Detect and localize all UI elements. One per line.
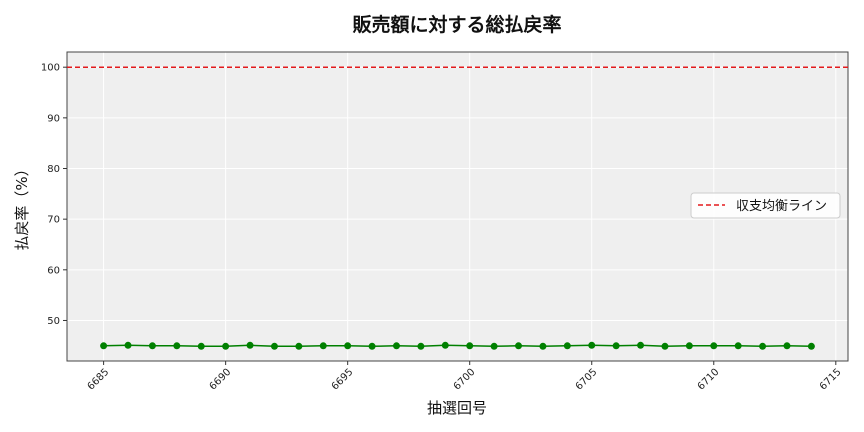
data-point (807, 342, 815, 350)
y-axis-ticks: 50 60 70 80 90 100 (41, 63, 67, 327)
data-point (173, 342, 181, 350)
data-point (612, 342, 620, 350)
data-point (441, 341, 449, 349)
data-point (466, 342, 474, 350)
y-tick-label: 80 (47, 164, 60, 175)
y-tick-label: 90 (47, 113, 60, 124)
data-point (588, 341, 596, 349)
data-point (710, 342, 718, 350)
data-point (222, 342, 230, 350)
y-axis-label: 払戻率（%） (13, 161, 31, 250)
data-point (124, 341, 132, 349)
chart-title: 販売額に対する総払戻率 (352, 13, 561, 36)
grid-lines (66, 51, 849, 362)
data-point (661, 342, 669, 350)
x-tick-label: 6695 (330, 367, 356, 393)
data-point (563, 342, 571, 350)
data-point (344, 342, 352, 350)
legend: 収支均衡ライン (690, 192, 841, 219)
x-axis-ticks: 6685 6690 6695 6700 6705 6710 6715 (86, 361, 844, 392)
data-point (148, 342, 156, 350)
y-tick-label: 50 (47, 316, 60, 327)
data-point (270, 342, 278, 350)
data-point (515, 342, 523, 350)
x-tick-label: 6715 (818, 367, 844, 393)
data-point (783, 342, 791, 350)
y-tick-label: 60 (47, 265, 60, 276)
x-tick-label: 6705 (574, 367, 600, 393)
x-tick-label: 6690 (208, 367, 234, 393)
data-point (392, 342, 400, 350)
data-point (759, 342, 767, 350)
series-polyline (103, 344, 812, 348)
plot-frame (66, 51, 849, 362)
y-tick-label: 70 (47, 215, 60, 226)
x-axis-label: 抽選回号 (427, 399, 487, 417)
data-point (490, 342, 498, 350)
data-point (197, 342, 205, 350)
data-point (539, 342, 547, 350)
data-point (100, 342, 108, 350)
x-tick-label: 6685 (86, 367, 112, 393)
y-tick-label: 100 (41, 63, 60, 74)
data-point (734, 342, 742, 350)
data-point (319, 342, 327, 350)
data-point (246, 341, 254, 349)
legend-label: 収支均衡ライン (736, 199, 827, 214)
data-point (685, 342, 693, 350)
x-tick-label: 6710 (696, 367, 722, 393)
data-point (295, 342, 303, 350)
legend-box (690, 192, 841, 219)
x-tick-label: 6700 (452, 367, 478, 393)
series-line (100, 341, 815, 350)
data-point (417, 342, 425, 350)
data-point (637, 341, 645, 349)
data-point (368, 342, 376, 350)
